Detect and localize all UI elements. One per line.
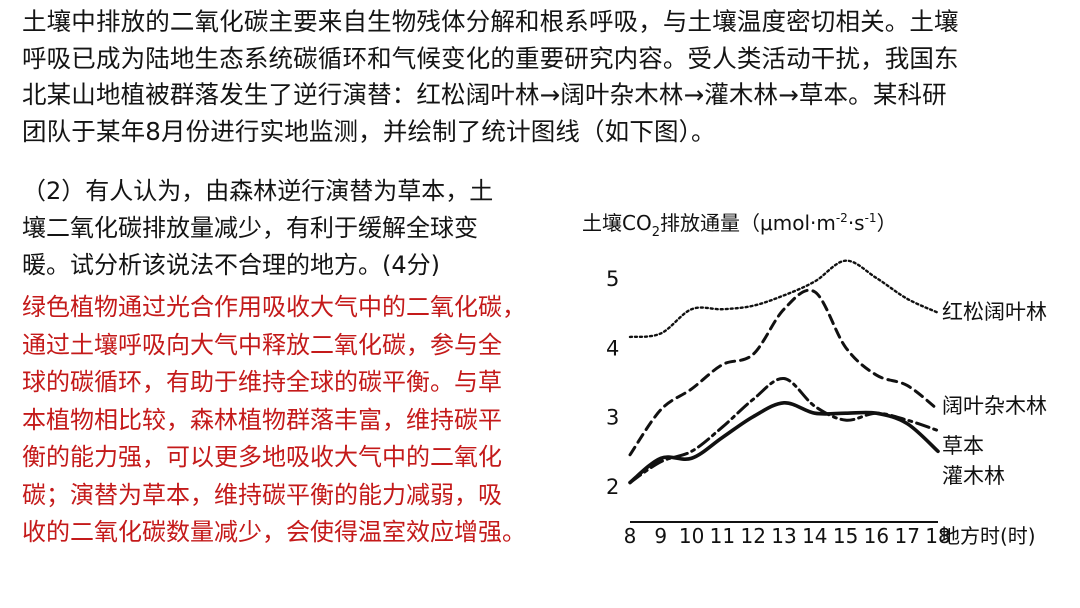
intro-line: 团队于某年8月份进行实地监测，并绘制了统计图线（如下图）。 <box>22 116 716 146</box>
x-tick-label: 13 <box>771 524 796 548</box>
intro-line: 呼吸已成为陆地生态系统碳循环和气候变化的重要研究内容。受人类活动干扰，我国东 <box>22 43 959 73</box>
series-label: 灌木林 <box>942 464 1005 488</box>
series-line-3 <box>628 377 940 485</box>
x-tick-label: 17 <box>894 524 919 548</box>
intro-paragraph: 土壤中排放的二氧化碳主要来自生物残体分解和根系呼吸，与土壤温度密切相关。土壤 呼吸… <box>22 4 1062 150</box>
series-label: 红松阔叶林 <box>942 300 1047 324</box>
question-line: 暖。试分析该说法不合理的地方。(4分) <box>22 251 440 279</box>
series-label: 草本 <box>942 434 984 458</box>
answer-line: 收的二氧化碳数量减少，会使得温室效应增强。 <box>22 518 526 546</box>
series-line-2 <box>628 288 940 457</box>
x-tick-label: 18 <box>925 524 950 548</box>
answer-line: 通过土壤呼吸向大气中释放二氧化碳，参与全 <box>22 330 502 359</box>
series-line-1 <box>628 259 940 339</box>
answer-line: 本植物相比较，森林植物群落丰富，维持碳平 <box>22 405 502 434</box>
y-axis-label: 土壤CO2排放通量（μmol·m-2·s-1） <box>582 211 897 240</box>
answer-line: 衡的能力强，可以更多地吸收大气中的二氧化 <box>22 443 502 471</box>
question-line: （2）有人认为，由森林逆行演替为草本，土 <box>22 177 494 205</box>
series-label: 阔叶杂木林 <box>942 394 1047 418</box>
question-text: （2）有人认为，由森林逆行演替为草本，土 壤二氧化碳排放量减少，有利于缓解全球变暖… <box>22 173 570 284</box>
x-tick-label: 12 <box>740 524 765 548</box>
intro-line: 北某山地植被群落发生了逆行演替：红松阔叶林→阔叶杂木林→灌木林→草本。某科研 <box>22 80 947 109</box>
series-line-4 <box>628 401 940 485</box>
x-tick-label: 15 <box>833 524 858 548</box>
answer-text: 绿色植物通过光合作用吸收大气中的二氧化碳， 通过土壤呼吸向大气中释放二氧化碳，参与… <box>22 289 582 552</box>
y-tick-label: 3 <box>606 406 619 430</box>
intro-line: 土壤中排放的二氧化碳主要来自生物残体分解和根系呼吸，与土壤温度密切相关。土壤 <box>22 7 959 36</box>
answer-line: 绿色植物通过光合作用吸收大气中的二氧化碳， <box>22 293 526 321</box>
x-tick-label: 10 <box>679 524 704 548</box>
x-tick-label: 14 <box>802 524 827 548</box>
x-tick-label: 16 <box>864 524 889 548</box>
x-tick-label: 11 <box>710 524 735 548</box>
y-tick-label: 4 <box>606 336 619 360</box>
x-tick-label: 8 <box>624 524 637 548</box>
x-axis-label: 地方时(时) <box>940 524 1036 548</box>
y-tick-label: 5 <box>606 267 619 291</box>
x-tick-label: 9 <box>654 524 667 548</box>
question-line: 壤二氧化碳排放量减少，有利于缓解全球变 <box>22 214 478 242</box>
answer-line: 碳；演替为草本，维持碳平衡的能力减弱，吸 <box>22 480 502 509</box>
soil-co2-line-chart: 土壤CO2排放通量（μmol·m-2·s-1） 2 3 4 5 8 9 10 11 12 13 14… <box>582 211 1047 548</box>
y-tick-label: 2 <box>606 475 619 499</box>
answer-line: 球的碳循环，有助于维持全球的碳平衡。与草 <box>22 368 502 396</box>
